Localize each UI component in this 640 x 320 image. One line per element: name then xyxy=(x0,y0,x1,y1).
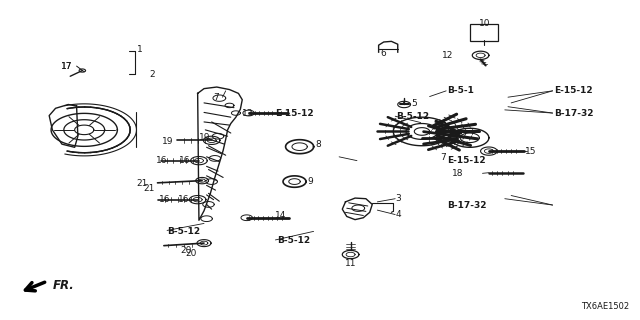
Text: 5: 5 xyxy=(411,99,417,108)
Text: E-15-12: E-15-12 xyxy=(554,86,593,95)
Text: 1: 1 xyxy=(138,45,143,54)
Text: 16: 16 xyxy=(178,195,189,204)
Text: 21: 21 xyxy=(143,184,154,193)
Text: B-17-32: B-17-32 xyxy=(554,108,594,117)
Text: E-15-12: E-15-12 xyxy=(447,156,486,165)
Text: 7: 7 xyxy=(214,93,220,102)
Text: 18: 18 xyxy=(452,169,463,178)
Text: 16: 16 xyxy=(159,195,170,204)
Text: 2: 2 xyxy=(149,70,155,79)
Text: B-5-1: B-5-1 xyxy=(447,86,474,95)
Text: 7: 7 xyxy=(440,153,446,162)
Text: 16: 16 xyxy=(156,156,167,165)
Text: B-17-32: B-17-32 xyxy=(447,201,487,210)
Text: FR.: FR. xyxy=(52,279,74,292)
Text: 15: 15 xyxy=(525,147,537,156)
Text: B-5-12: B-5-12 xyxy=(396,112,429,121)
Text: 16: 16 xyxy=(179,156,190,165)
Text: 4: 4 xyxy=(395,210,401,219)
Text: 17: 17 xyxy=(61,62,73,71)
Text: 19: 19 xyxy=(162,137,173,146)
Text: 11: 11 xyxy=(345,259,356,268)
Text: 10: 10 xyxy=(479,19,490,28)
Text: 21: 21 xyxy=(136,179,148,188)
Text: B-5-12: B-5-12 xyxy=(167,227,200,236)
Text: 20: 20 xyxy=(186,250,197,259)
Text: 9: 9 xyxy=(307,177,313,186)
Text: 19: 19 xyxy=(199,132,211,142)
Text: E-15-12: E-15-12 xyxy=(275,108,314,117)
Text: 17: 17 xyxy=(61,62,73,71)
Text: 6: 6 xyxy=(381,49,387,58)
Text: 20: 20 xyxy=(180,246,192,255)
FancyBboxPatch shape xyxy=(470,24,499,41)
Text: 8: 8 xyxy=(315,140,321,149)
Text: B-5-12: B-5-12 xyxy=(276,236,310,245)
Text: 3: 3 xyxy=(395,194,401,203)
Text: 14: 14 xyxy=(275,211,286,220)
Text: 13: 13 xyxy=(241,108,253,117)
Text: 12: 12 xyxy=(442,51,454,60)
Text: TX6AE1502: TX6AE1502 xyxy=(581,302,629,311)
